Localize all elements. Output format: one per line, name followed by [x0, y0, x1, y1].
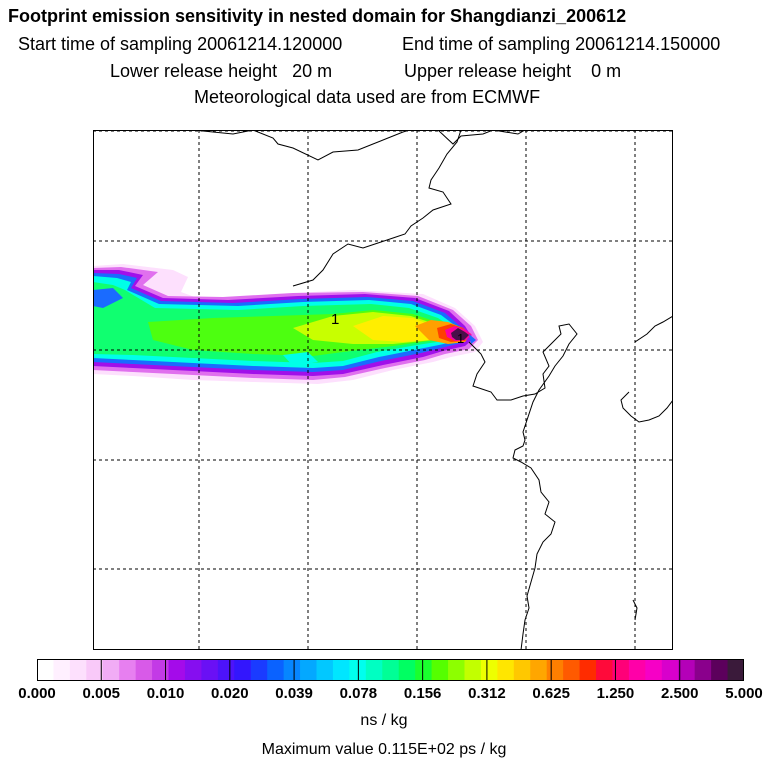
colorbar-cell: [365, 659, 383, 681]
northeast-border-line: [292, 130, 462, 287]
colorbar-cell: [464, 659, 482, 681]
peak-marker-label: 1: [457, 331, 464, 346]
colorbar-cell: [201, 659, 219, 681]
colorbar-cell: [332, 659, 350, 681]
colorbar: [37, 659, 744, 681]
colorbar-cell: [234, 659, 252, 681]
colorbar-tick-label: 0.020: [211, 685, 249, 702]
colorbar-cell: [480, 659, 498, 681]
colorbar-tick-label: 0.005: [82, 685, 121, 702]
colorbar-cell: [382, 659, 400, 681]
colorbar-cell: [645, 659, 663, 681]
colorbar-cell: [415, 659, 433, 681]
colorbar-units: ns / kg: [360, 712, 408, 729]
colorbar-tick-label: 0.039: [275, 685, 313, 702]
colorbar-tick-label: 0.000: [18, 685, 56, 702]
colorbar-cell: [694, 659, 712, 681]
colorbar-cell: [152, 659, 170, 681]
upper-release-height-label: Upper release height 0 m: [404, 61, 622, 81]
northern-border-line: [143, 130, 526, 161]
colorbar-tick-label: 0.078: [339, 685, 378, 702]
colorbar-cell: [316, 659, 334, 681]
colorbar-tick-label: 2.500: [660, 685, 699, 702]
lower-release-height-label: Lower release height 20 m: [110, 61, 333, 81]
plume-patch-southeast: [283, 352, 318, 366]
end-time-label: End time of sampling 20061214.150000: [402, 34, 721, 54]
colorbar-tick-label: 1.250: [596, 685, 635, 702]
colorbar-cell: [37, 659, 55, 681]
plume-band-dark-center: [451, 328, 469, 340]
colorbar-cell: [283, 659, 301, 681]
plume-band-yellow: [353, 316, 445, 342]
colorbar-cell: [86, 659, 104, 681]
footprint-map: 1 1: [93, 130, 673, 650]
colorbar-tick-label: 0.312: [468, 685, 506, 702]
colorbar-cells: [37, 659, 744, 681]
colorbar-cell: [398, 659, 416, 681]
start-time-label: Start time of sampling 20061214.120000: [18, 34, 343, 54]
colorbar-cell: [431, 659, 449, 681]
colorbar-cell: [250, 659, 268, 681]
colorbar-cell: [300, 659, 318, 681]
peninsula-coastline: [620, 315, 673, 423]
map-title: Footprint emission sensitivity in nested…: [8, 6, 627, 26]
east-coastline: [468, 323, 578, 650]
colorbar-cell: [579, 659, 597, 681]
colorbar-cell: [546, 659, 564, 681]
colorbar-cell: [711, 659, 729, 681]
colorbar-cell: [661, 659, 679, 681]
colorbar-cell: [596, 659, 614, 681]
footprint-plume: [93, 264, 483, 384]
colorbar-tick-label: 5.000: [725, 685, 763, 702]
colorbar-tick-marks: [37, 659, 744, 681]
colorbar-cell: [612, 659, 630, 681]
colorbar-frame: [37, 659, 744, 681]
colorbar-cell: [513, 659, 531, 681]
colorbar-cell: [727, 659, 744, 681]
coastlines: [143, 130, 673, 650]
colorbar-cell: [119, 659, 137, 681]
maximum-value-label: Maximum value 0.115E+02 ps / kg: [261, 741, 507, 758]
colorbar-cell: [497, 659, 515, 681]
colorbar-cell: [217, 659, 235, 681]
site-marker-label: 1: [331, 311, 339, 328]
map-frame: [93, 130, 673, 650]
colorbar-cell: [135, 659, 153, 681]
colorbar-cell: [53, 659, 71, 681]
colorbar-tick-label: 0.156: [403, 685, 442, 702]
colorbar-cell: [530, 659, 548, 681]
colorbar-cell: [678, 659, 696, 681]
plume-patch-northwest: [93, 288, 123, 308]
meteorological-data-label: Meteorological data used are from ECMWF: [194, 87, 541, 107]
colorbar-tick-label: 0.625: [532, 685, 570, 702]
colorbar-tick-label: 0.010: [146, 685, 185, 702]
colorbar-cell: [184, 659, 203, 681]
plume-tip-blue: [469, 334, 476, 344]
colorbar-cell: [628, 659, 646, 681]
colorbar-cell: [69, 659, 87, 681]
colorbar-cell: [102, 659, 120, 681]
colorbar-cell: [168, 659, 186, 681]
south-coastline: [632, 599, 638, 621]
colorbar-cell: [267, 659, 285, 681]
colorbar-cell: [448, 659, 466, 681]
colorbar-cell: [563, 659, 581, 681]
